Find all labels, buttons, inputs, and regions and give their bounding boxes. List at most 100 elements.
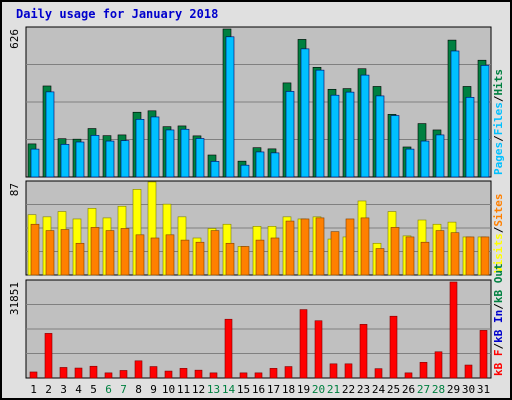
bar-sites-day-17 — [270, 237, 280, 276]
bar-sites-day-8 — [135, 234, 145, 276]
bar-kbf-day-28 — [434, 351, 443, 379]
bar-kbf-day-16 — [254, 372, 263, 379]
x-label-day-20: 20 — [312, 383, 325, 396]
bar-files-day-8 — [135, 119, 145, 178]
bar-sites-day-31 — [480, 236, 490, 276]
x-label-day-25: 25 — [387, 383, 400, 396]
bar-sites-day-12 — [195, 241, 205, 276]
x-label-day-7: 7 — [120, 383, 127, 396]
bar-kbf-day-1 — [29, 371, 38, 379]
bar-kbf-day-20 — [314, 320, 323, 379]
bar-files-day-1 — [30, 148, 40, 178]
bar-kbf-day-26 — [404, 372, 413, 379]
bar-files-day-5 — [90, 135, 100, 178]
bar-kbf-day-31 — [479, 330, 488, 379]
bar-files-day-23 — [360, 74, 370, 178]
bar-files-day-3 — [60, 144, 70, 178]
bar-kbf-day-14 — [224, 318, 233, 379]
bar-files-day-22 — [345, 91, 355, 178]
x-label-day-13: 13 — [207, 383, 220, 396]
bar-sites-day-10 — [165, 234, 175, 276]
bar-kbf-day-17 — [269, 368, 278, 379]
bar-sites-day-30 — [465, 236, 475, 276]
legend-item: / — [492, 226, 505, 233]
bar-sites-day-15 — [240, 246, 250, 276]
bar-sites-day-28 — [435, 230, 445, 276]
bar-kbf-day-29 — [449, 281, 458, 379]
bar-sites-day-4 — [75, 242, 85, 276]
bar-sites-day-2 — [45, 230, 55, 276]
panel-1-ymax-label: 626 — [8, 29, 21, 49]
x-label-day-8: 8 — [135, 383, 142, 396]
bar-kbf-day-8 — [134, 360, 143, 379]
bar-sites-day-16 — [255, 239, 265, 276]
bar-sites-day-26 — [405, 236, 415, 276]
x-label-day-14: 14 — [222, 383, 236, 396]
bar-sites-day-20 — [315, 217, 325, 276]
bar-files-day-21 — [330, 94, 340, 178]
bar-kbf-day-10 — [164, 370, 173, 379]
x-label-day-24: 24 — [372, 383, 386, 396]
x-label-day-26: 26 — [402, 383, 415, 396]
bar-files-day-28 — [435, 134, 445, 178]
bar-kbf-day-21 — [329, 363, 338, 379]
bar-files-day-19 — [300, 48, 310, 178]
bar-files-day-15 — [240, 164, 250, 178]
bar-kbf-day-7 — [119, 370, 128, 379]
bar-sites-day-19 — [300, 218, 310, 276]
bar-kbf-day-25 — [389, 315, 398, 379]
bar-files-day-9 — [150, 116, 160, 178]
bar-sites-day-11 — [180, 239, 190, 276]
x-label-day-18: 18 — [282, 383, 295, 396]
bar-sites-day-1 — [30, 223, 40, 276]
x-label-day-23: 23 — [357, 383, 370, 396]
bar-kbf-day-12 — [194, 369, 203, 379]
bar-kbf-day-6 — [104, 372, 113, 379]
x-label-day-31: 31 — [477, 383, 490, 396]
bar-files-day-11 — [180, 128, 190, 178]
legend-item: kB Out — [492, 263, 505, 303]
x-axis-labels: 1 2 3 4 5 6 7 8 9 10 11 12 13 14 15 16 17 18 19 20 21 22 23 24 2… — [30, 383, 490, 396]
bar-sites-day-22 — [345, 218, 355, 276]
bar-sites-day-29 — [450, 232, 460, 276]
bar-kbf-day-4 — [74, 367, 83, 379]
legend-item: / — [492, 135, 505, 142]
bar-kbf-day-2 — [44, 333, 53, 379]
bar-sites-day-6 — [105, 230, 115, 276]
bar-kbf-day-11 — [179, 368, 188, 379]
bar-kbf-day-15 — [239, 372, 248, 379]
x-label-day-6: 6 — [105, 383, 112, 396]
legend-item: kB In — [492, 310, 505, 343]
x-label-day-30: 30 — [462, 383, 475, 396]
x-label-day-3: 3 — [60, 383, 67, 396]
bar-sites-day-24 — [375, 248, 385, 276]
x-label-day-1: 1 — [30, 383, 37, 396]
bar-sites-day-21 — [330, 231, 340, 276]
bar-files-day-27 — [420, 140, 430, 178]
legend-item: / — [492, 95, 505, 102]
x-label-day-12: 12 — [192, 383, 205, 396]
bar-files-day-4 — [75, 141, 85, 178]
panel-2-ymax-label: 87 — [8, 183, 21, 196]
bar-files-day-10 — [165, 129, 175, 178]
bar-files-day-2 — [45, 91, 55, 178]
legend-item: / — [492, 303, 505, 310]
bar-kbf-day-9 — [149, 366, 158, 379]
bar-kbf-day-30 — [464, 364, 473, 379]
bar-kbf-day-3 — [59, 367, 68, 379]
bar-sites-day-23 — [360, 217, 370, 276]
x-label-day-10: 10 — [162, 383, 175, 396]
bar-files-day-26 — [405, 148, 415, 178]
legend-item: / — [492, 343, 505, 350]
bar-files-day-14 — [225, 36, 235, 178]
x-label-day-5: 5 — [90, 383, 97, 396]
bar-sites-day-14 — [225, 242, 235, 276]
bar-sites-day-13 — [210, 230, 220, 276]
x-label-day-16: 16 — [252, 383, 265, 396]
bar-sites-day-7 — [120, 228, 130, 276]
legend-item: Hits — [492, 69, 505, 96]
legend-item: kB F — [492, 350, 505, 377]
bar-kbf-day-24 — [374, 368, 383, 379]
bar-files-day-20 — [315, 69, 325, 178]
